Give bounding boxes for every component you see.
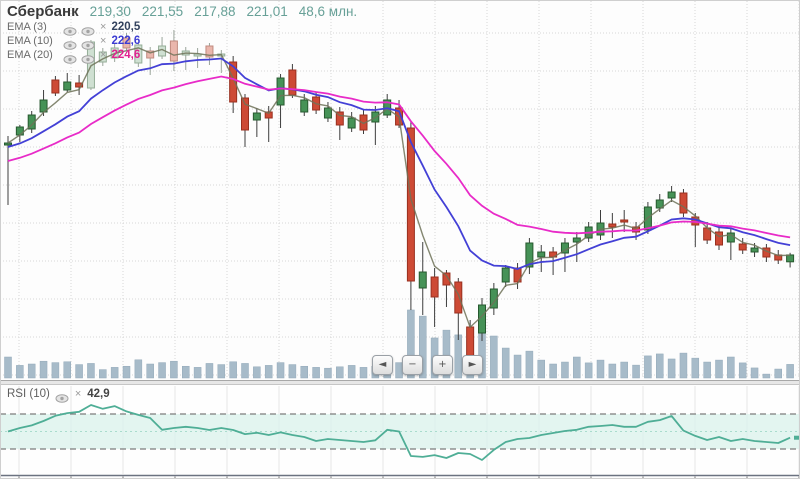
- indicator-value: 222,6: [111, 35, 141, 47]
- indicator-row-ema-20: EMA (20) × 224,6: [7, 48, 357, 64]
- chart-legend: Сбербанк 219,30 221,55 217,88 221,01 48,…: [7, 3, 357, 64]
- high-value: 221,55: [141, 4, 184, 19]
- rsi-indicator-row: RSI (10) × 42,9: [7, 388, 110, 403]
- indicator-label: EMA (10): [7, 35, 53, 47]
- instrument-name: Сбербанк: [7, 3, 79, 20]
- open-value: 219,30: [89, 4, 131, 19]
- remove-indicator-icon[interactable]: ×: [100, 35, 107, 47]
- indicator-row-ema-3: EMA (3) × 220,5: [7, 20, 357, 36]
- rsi-label: RSI (10): [7, 388, 50, 400]
- zoom-out-button[interactable]: −: [402, 355, 423, 375]
- indicator-row-ema-10: EMA (10) × 222,6: [7, 34, 357, 50]
- close-value: 221,01: [246, 4, 288, 19]
- rsi-value: 42,9: [87, 388, 110, 400]
- eye-icon[interactable]: [81, 37, 95, 50]
- eye-icon[interactable]: [63, 23, 77, 36]
- eye-icon[interactable]: [63, 51, 77, 64]
- indicator-value: 220,5: [111, 21, 141, 33]
- pan-left-button[interactable]: ◄: [372, 355, 393, 375]
- zoom-in-button[interactable]: +: [432, 355, 453, 375]
- indicator-label: EMA (20): [7, 49, 53, 61]
- low-value: 217,88: [194, 4, 236, 19]
- instrument-header: Сбербанк 219,30 221,55 217,88 221,01 48,…: [7, 3, 357, 20]
- eye-icon[interactable]: [81, 23, 95, 36]
- pan-right-button[interactable]: ►: [462, 355, 483, 375]
- remove-indicator-icon[interactable]: ×: [74, 388, 82, 400]
- eye-icon[interactable]: [63, 37, 77, 50]
- indicator-label: EMA (3): [7, 21, 47, 33]
- remove-indicator-icon[interactable]: ×: [100, 21, 107, 33]
- chart-nav-toolbar: ◄ − + ►: [372, 355, 483, 375]
- remove-indicator-icon[interactable]: ×: [100, 49, 107, 61]
- eye-icon[interactable]: [55, 390, 69, 403]
- eye-icon[interactable]: [81, 51, 95, 64]
- volume-value: 48,6 млн.: [298, 4, 358, 19]
- indicator-value: 224,6: [111, 49, 141, 61]
